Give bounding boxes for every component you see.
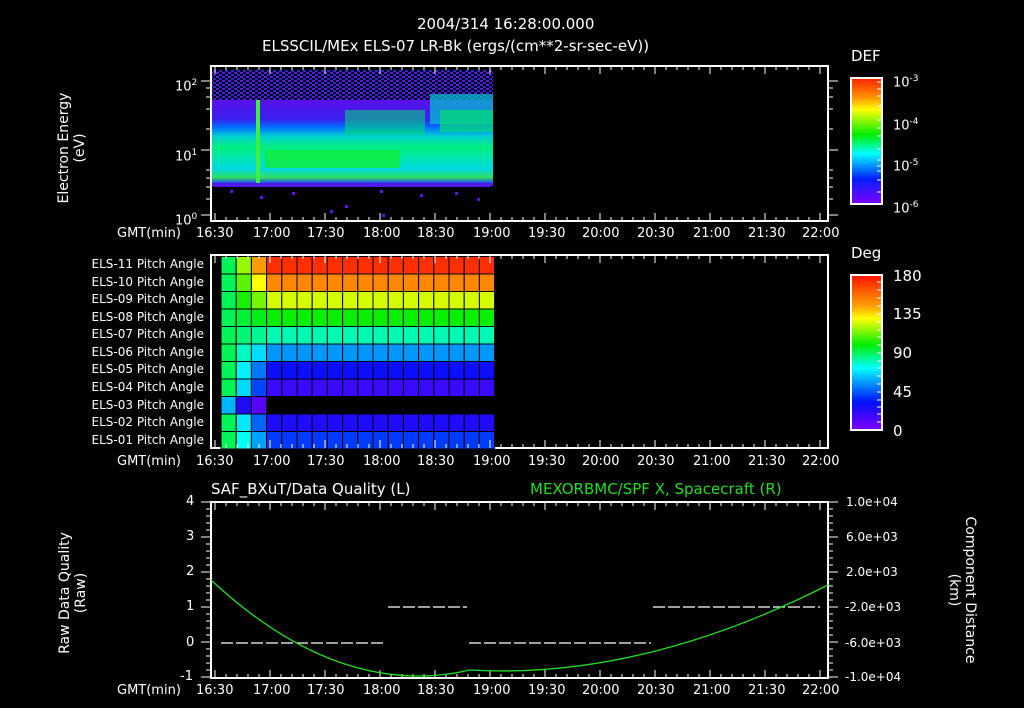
row-label-els-03: ELS-03 Pitch Angle — [91, 398, 204, 412]
colorbar2-title: Deg — [851, 244, 882, 262]
panel1-ytick: 102 — [175, 78, 198, 95]
row-label-els-06: ELS-06 Pitch Angle — [91, 345, 204, 359]
panel1-ytick: 100 — [175, 212, 198, 229]
panel1-ylabel: Electron Energy (eV) — [56, 92, 88, 204]
colorbar1-tick: 10-3 — [893, 74, 919, 91]
plot-title: ELSSCIL/MEx ELS-07 LR-Bk (ergs/(cm**2-sr… — [262, 37, 650, 55]
row-label-els-09: ELS-09 Pitch Angle — [91, 292, 204, 306]
row-label-els-05: ELS-05 Pitch Angle — [91, 362, 204, 376]
panel1-xaxis-label: GMT(min) — [117, 226, 181, 241]
panel3-left-ytick: 0 — [186, 635, 195, 650]
row-label-els-11: ELS-11 Pitch Angle — [91, 257, 204, 271]
row-label-els-08: ELS-08 Pitch Angle — [91, 310, 204, 324]
colorbar2-tick: 45 — [893, 383, 913, 401]
panel3-right-ylabel: Component Distance (km) — [946, 516, 978, 664]
panel3-left-ytick: 3 — [186, 529, 195, 544]
panel1-ytick: 101 — [175, 148, 198, 165]
panel3-left-ytick: 1 — [186, 599, 195, 614]
panel3-right-ytick: -6.0e+03 — [845, 636, 902, 650]
colorbar2-tick: 90 — [893, 344, 913, 362]
panel3-left-ylabel: Raw Data Quality (Raw) — [57, 532, 89, 654]
colorbar2-tick: 0 — [893, 422, 903, 440]
panel3-right-ytick: 2.0e+03 — [846, 565, 898, 579]
panel3-xaxis-label: GMT(min) — [117, 683, 181, 698]
colorbar1-tick: 10-6 — [893, 200, 919, 217]
colorbar1-tick: 10-4 — [893, 117, 919, 134]
row-label-els-07: ELS-07 Pitch Angle — [91, 327, 204, 341]
plot-timestamp: 2004/314 16:28:00.000 — [417, 15, 595, 33]
colorbar1-tick: 10-5 — [893, 158, 919, 175]
row-label-els-10: ELS-10 Pitch Angle — [91, 275, 204, 289]
row-label-els-02: ELS-02 Pitch Angle — [91, 415, 204, 429]
row-label-els-01: ELS-01 Pitch Angle — [91, 433, 204, 447]
panel3-left-ytick: 2 — [186, 564, 195, 579]
panel3-right-ytick: 1.0e+04 — [846, 495, 898, 509]
panel3-right-ytick: -2.0e+03 — [845, 600, 902, 614]
colorbar2-tick: 135 — [893, 305, 922, 323]
panel3-left-ytick: 4 — [186, 494, 195, 509]
colorbar1-title: DEF — [851, 47, 881, 65]
panel3-left-ytick: -1 — [180, 669, 193, 684]
panel3-right-title: MEXORBMC/SPF X, Spacecraft (R) — [530, 480, 782, 498]
colorbar2-tick: 180 — [893, 267, 922, 285]
panel2-xaxis-label: GMT(min) — [117, 454, 181, 469]
panel3-right-ytick: -1.0e+04 — [845, 670, 902, 684]
row-label-els-04: ELS-04 Pitch Angle — [91, 380, 204, 394]
panel3-right-ytick: 6.0e+03 — [846, 530, 898, 544]
panel3-left-title: SAF_BXuT/Data Quality (L) — [211, 480, 411, 498]
